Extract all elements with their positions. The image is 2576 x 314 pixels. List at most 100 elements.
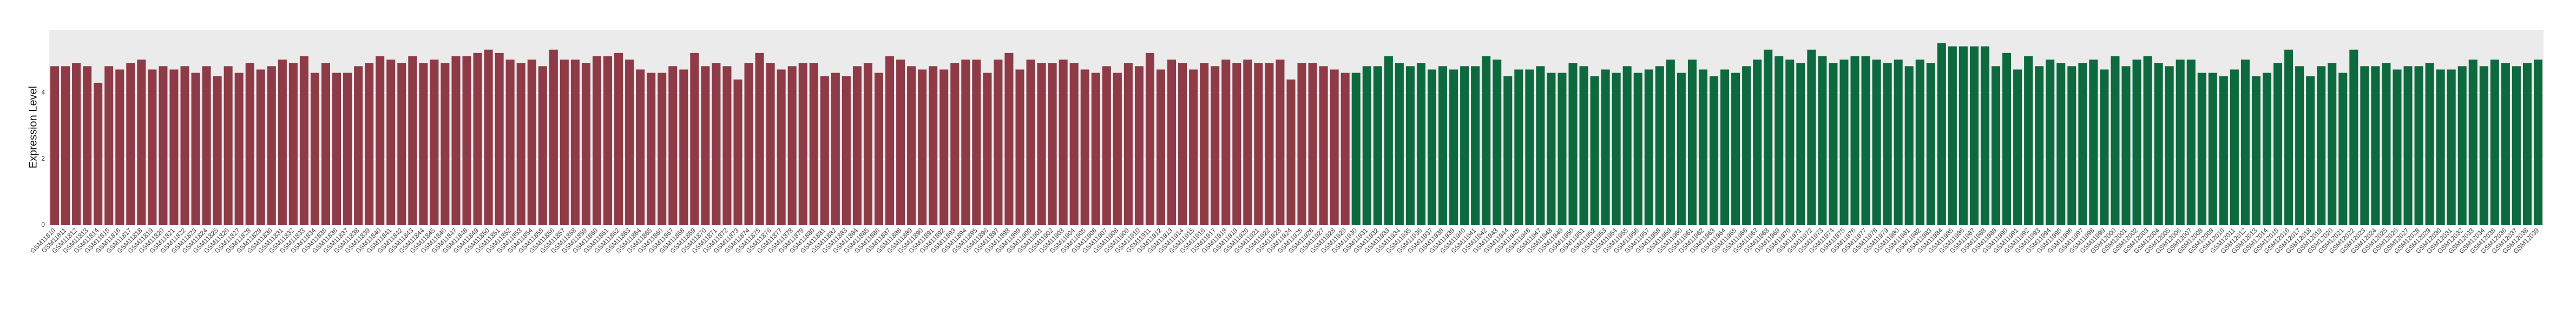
bar xyxy=(1536,66,1545,225)
bar xyxy=(1829,63,1838,226)
bar xyxy=(2360,66,2369,225)
bar xyxy=(1547,73,1556,226)
bar xyxy=(701,66,710,225)
bar xyxy=(2371,66,2380,225)
bar xyxy=(2490,60,2499,225)
bar xyxy=(2046,60,2055,225)
bar xyxy=(961,60,970,225)
bar xyxy=(1894,60,1903,225)
bar xyxy=(1232,63,1241,226)
bar xyxy=(690,53,699,225)
bar xyxy=(1145,53,1154,225)
bar xyxy=(234,73,244,226)
bar xyxy=(2002,53,2012,225)
bar xyxy=(2035,66,2044,225)
bar xyxy=(505,60,515,225)
bar xyxy=(2240,60,2250,225)
bar xyxy=(1427,69,1437,226)
bar xyxy=(1753,60,1762,225)
bar xyxy=(2479,66,2488,225)
bar xyxy=(1134,66,1144,225)
bar xyxy=(1666,60,1675,225)
bar xyxy=(1102,66,1111,225)
bar xyxy=(2111,56,2120,225)
bar xyxy=(1959,46,1968,225)
bar xyxy=(658,73,667,226)
bar xyxy=(159,66,168,225)
bar xyxy=(419,63,428,226)
bar xyxy=(2176,60,2185,225)
bar xyxy=(744,63,753,226)
y-tick-label: 0 xyxy=(41,221,45,228)
bar xyxy=(1004,53,1014,225)
bar xyxy=(299,56,308,225)
bar xyxy=(1297,63,1306,226)
bar xyxy=(148,69,157,226)
bar xyxy=(831,73,840,226)
bar xyxy=(180,66,189,225)
y-axis-title: Expression Level xyxy=(27,86,39,168)
bar xyxy=(224,66,233,225)
bar xyxy=(809,63,818,226)
bar xyxy=(863,63,872,226)
bar xyxy=(288,63,298,226)
bar xyxy=(473,53,482,225)
bar xyxy=(1612,73,1621,226)
bar xyxy=(1525,69,1534,226)
bar xyxy=(1861,56,1870,225)
bar xyxy=(94,82,103,225)
bar xyxy=(668,66,678,225)
bar xyxy=(560,60,569,225)
bar xyxy=(1579,66,1588,225)
bar xyxy=(1211,66,1220,225)
bar xyxy=(2089,60,2098,225)
bar xyxy=(1048,63,1057,226)
bar xyxy=(777,69,786,226)
y-tick-label: 2 xyxy=(41,155,45,162)
bar xyxy=(278,60,287,225)
bar xyxy=(1221,60,1231,225)
bar xyxy=(1655,66,1664,225)
bar xyxy=(1980,46,1990,225)
bar xyxy=(2393,69,2402,226)
bar xyxy=(267,66,276,225)
bar xyxy=(972,60,981,225)
bar xyxy=(104,66,114,225)
bar xyxy=(1340,73,1350,226)
bar xyxy=(766,63,775,226)
bar xyxy=(1069,63,1079,226)
bar xyxy=(939,69,949,226)
bar xyxy=(1915,60,1924,225)
bar xyxy=(2349,49,2358,226)
bar xyxy=(950,63,960,226)
bar xyxy=(1493,60,1502,225)
bar xyxy=(1156,69,1166,226)
bar xyxy=(983,73,992,226)
bar xyxy=(310,73,319,226)
bar xyxy=(2273,63,2283,226)
bar xyxy=(137,60,146,225)
bar xyxy=(1698,69,1707,226)
bar xyxy=(1764,49,1773,226)
bar xyxy=(376,56,385,225)
bar xyxy=(852,66,862,225)
bar xyxy=(2132,60,2141,225)
bar xyxy=(1449,69,1458,226)
bar xyxy=(896,60,905,225)
bar xyxy=(1992,66,2001,225)
bar xyxy=(72,63,81,226)
bar xyxy=(332,73,341,226)
bar xyxy=(1601,69,1610,226)
bar xyxy=(1471,66,1480,225)
bar xyxy=(1969,46,1979,225)
bar xyxy=(354,66,363,225)
bar xyxy=(1775,56,1784,225)
bar xyxy=(169,69,179,226)
bar xyxy=(549,49,558,226)
bar xyxy=(1438,66,1448,225)
bar xyxy=(1080,69,1089,226)
bar xyxy=(1839,60,1849,225)
bar xyxy=(2522,63,2532,226)
bar xyxy=(1308,63,1317,226)
bar xyxy=(2186,60,2196,225)
